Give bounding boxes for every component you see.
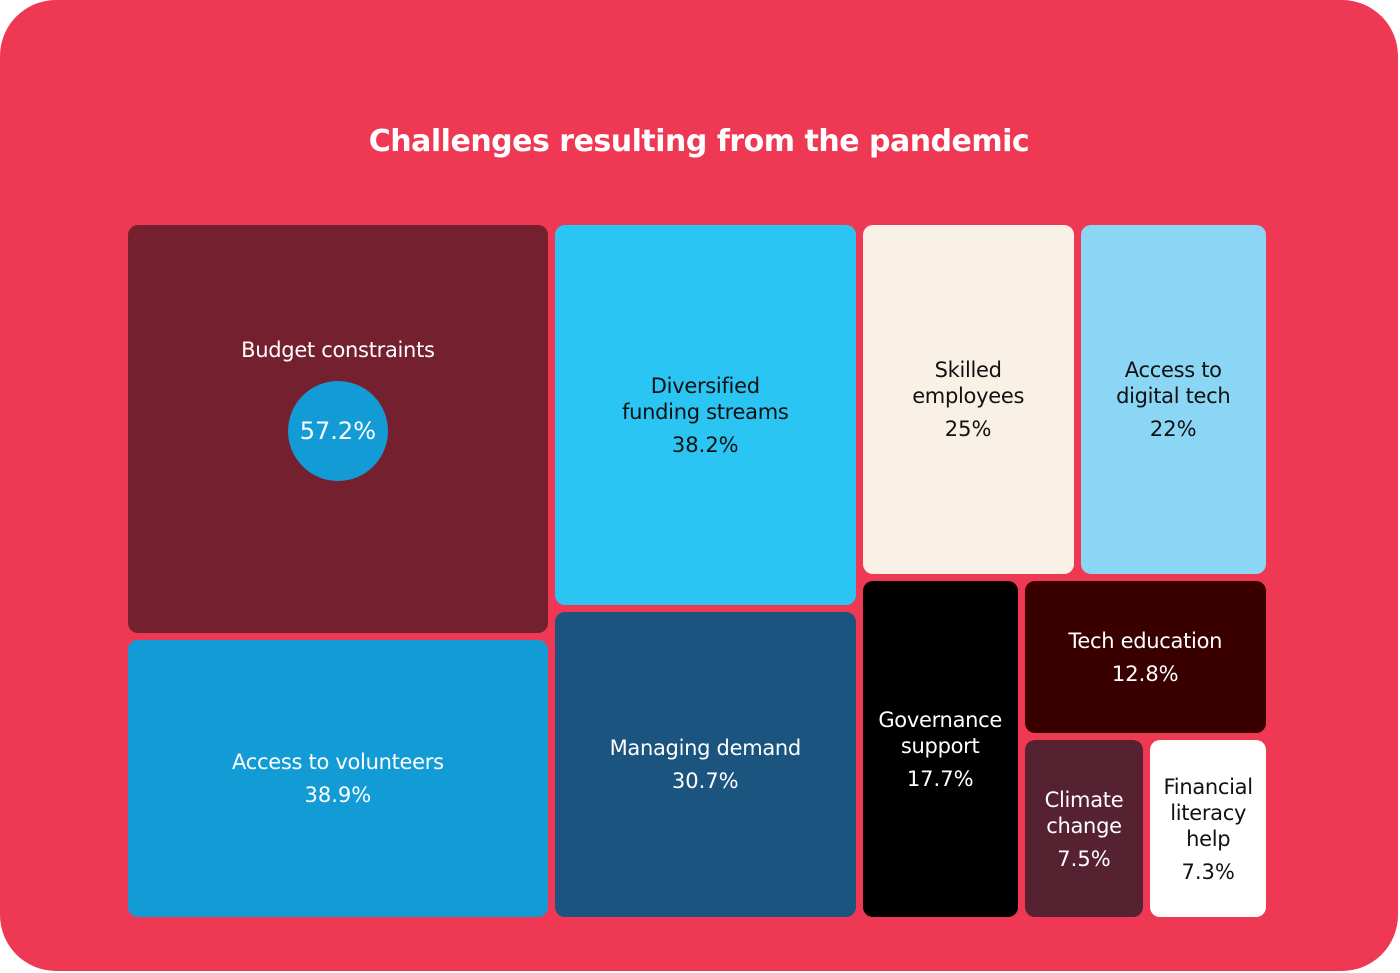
tile: Budget constraints 57.2% [128, 225, 548, 633]
tile-label: Financial literacy help [1163, 774, 1254, 851]
tile: Managing demand 30.7% [554, 611, 856, 917]
tile-text: Governance support 17.7% [870, 707, 1010, 791]
treemap: Budget constraints 57.2% Access to volunte… [128, 225, 1266, 917]
tile-label: Skilled employees [912, 358, 1025, 409]
tile-text: Skilled employees 25% [903, 357, 1033, 441]
tile-text: Access to digital tech 22% [1108, 357, 1238, 441]
tile-label: Climate change [1044, 787, 1124, 838]
tile: Access to digital tech 22% [1080, 225, 1266, 574]
tile-text: Access to volunteers 38.9% [232, 749, 444, 807]
chart-title: Challenges resulting from the pandemic [368, 124, 1030, 159]
tile-text: Managing demand 30.7% [609, 735, 802, 794]
tile-label: Budget constraints [241, 337, 435, 362]
tile: Financial literacy help 7.3% [1150, 740, 1266, 917]
tile: Tech education 12.8% [1024, 580, 1266, 734]
tile: Access to volunteers 38.9% [128, 639, 548, 917]
tile: Governance support 17.7% [862, 580, 1018, 917]
tile-label: Governance support [878, 707, 1003, 758]
tile-text: Diversified funding streams 38.2% [615, 373, 795, 457]
tile-label: Tech education [1068, 629, 1223, 654]
value-label: 30.7% [671, 769, 739, 794]
tile-label: Managing demand [609, 736, 802, 761]
value-label: 12.8% [1111, 662, 1179, 687]
value-label: 38.9% [304, 783, 372, 808]
value-label: 57.2% [287, 380, 388, 481]
value-label: 22% [1149, 417, 1197, 442]
tile: Diversified funding streams 38.2% [554, 225, 856, 605]
tile-text: Budget constraints 57.2% [241, 337, 435, 481]
tile: Climate change 7.5% [1024, 740, 1144, 917]
tile-label: Access to volunteers [232, 750, 444, 775]
value-label: 7.3% [1181, 859, 1235, 884]
value-label: 17.7% [906, 766, 974, 791]
value-label: 38.2% [671, 432, 739, 457]
tile-label: Access to digital tech [1116, 358, 1231, 409]
tile-label: Diversified funding streams [622, 373, 789, 424]
tile: Skilled employees 25% [862, 225, 1074, 574]
tile-text: Tech education 12.8% [1068, 628, 1222, 686]
tile-text: Climate change 7.5% [1039, 787, 1129, 871]
value-label: 25% [944, 417, 992, 442]
tile-text: Financial literacy help 7.3% [1158, 774, 1258, 884]
value-label: 7.5% [1057, 846, 1111, 871]
